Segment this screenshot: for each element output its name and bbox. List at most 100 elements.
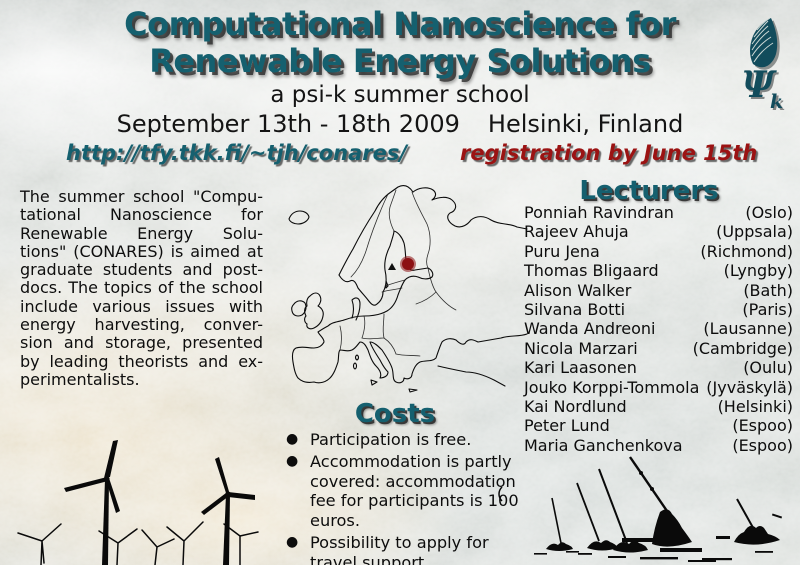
lecturer-row: Alison Walker (Bath) (524, 281, 793, 300)
sicily (370, 379, 378, 386)
lecturer-name: Wanda Andreoni (524, 319, 656, 339)
title-line-1: Computational Nanoscience for (124, 5, 676, 43)
lecturer-row: Thomas Bligaard (Lyngby) (524, 261, 793, 280)
about-line: graduate students and post- (20, 260, 263, 280)
lecturer-name: Peter Lund (524, 416, 610, 436)
about-line: tational Nanoscience for (20, 205, 263, 225)
europe-map (288, 185, 528, 393)
cost-item-text: Accommodation is partly covered: accommo… (310, 451, 519, 531)
lecturer-row: Ponniah Ravindran (Oslo) (524, 203, 793, 222)
lecturer-row: Maria Ganchenkova (Espoo) (524, 436, 793, 455)
lecturer-place: (Paris) (742, 300, 793, 320)
costs-heading: Costs (354, 399, 436, 429)
lecturer-row: Puru Jena (Richmond) (524, 242, 793, 261)
cost-item: ● Possibility to apply for travel support… (284, 533, 524, 565)
lecturer-name: Jouko Korppi-Tommola (524, 377, 700, 397)
about-line: include various issues with (20, 296, 263, 316)
about-line: docs. The topics of the school (20, 278, 263, 298)
lecturer-name: Kai Nordlund (524, 397, 627, 417)
about-line: tions" (CONARES) is aimed at (20, 241, 263, 261)
registration-deadline: registration by June 15th (460, 141, 758, 165)
gotland (385, 280, 389, 289)
lecturer-place: (Bath) (743, 280, 793, 300)
costs-list: ● Participation is free. ● Accommodation i… (284, 430, 524, 565)
cost-item: ● Accommodation is partly covered: accomm… (284, 452, 524, 531)
cost-item: ● Participation is free. (284, 430, 524, 450)
sardinia (352, 362, 358, 370)
lecturer-row: Silvana Botti (Paris) (524, 300, 793, 319)
denmark-outline (351, 297, 361, 321)
svg-text:Ψ: Ψ (742, 64, 778, 106)
lecturer-name: Alison Walker (524, 280, 632, 300)
cost-item-text: Possibility to apply for travel support. (310, 532, 489, 565)
lecturer-row: Nicola Marzari (Cambridge) (524, 339, 793, 358)
psik-logo: Ψ Ψ k k (742, 17, 786, 115)
continental-coast (291, 319, 528, 384)
about-line: energy harvesting, conver- (20, 315, 263, 335)
lecturer-place: (Oslo) (745, 203, 793, 222)
lecturer-row: Rajeev Ahuja (Uppsala) (524, 222, 793, 241)
event-location: Helsinki, Finland (487, 110, 684, 138)
lecturer-place: (Uppsala) (716, 222, 793, 242)
lecturer-name: Maria Ganchenkova (524, 435, 683, 455)
about-line: by leading theorists and ex- (20, 351, 263, 371)
about-paragraph: The summer school "Compu- tational Nanos… (20, 187, 263, 389)
lecturer-place: (Lausanne) (703, 319, 793, 339)
lecturer-name: Silvana Botti (524, 300, 626, 320)
lecturer-row: Wanda Andreoni (Lausanne) (524, 319, 793, 338)
lecturer-row: Peter Lund (Espoo) (524, 416, 793, 435)
bullet-icon: ● (286, 452, 299, 469)
lecturer-row: Kari Laasonen (Oulu) (524, 358, 793, 377)
wind-turbines-silhouette (17, 440, 259, 565)
lecturer-name: Rajeev Ahuja (524, 222, 629, 242)
subtitle: a psi-k summer school (270, 82, 530, 108)
lecturer-place: (Cambridge) (692, 338, 793, 358)
page-title: Computational Nanoscience for Renewable … (0, 6, 800, 80)
lecturer-place: (Helsinki) (717, 397, 793, 417)
date-location-line: September 13th - 18th 2009 Helsinki, Finl… (0, 110, 800, 138)
title-line-2: Renewable Energy Solutions (149, 42, 651, 80)
kayakers-silhouette (498, 456, 783, 562)
lecturer-place: (Jyväskylä) (706, 377, 793, 397)
svg-text:k: k (772, 93, 785, 115)
britain-outline (304, 292, 324, 330)
lecturer-name: Puru Jena (524, 241, 600, 261)
about-line: perimentalists. (20, 369, 140, 389)
ireland-outline (291, 300, 307, 317)
country-borders (339, 189, 457, 357)
about-line: sion and storage, presented (20, 333, 263, 353)
event-dates: September 13th - 18th 2009 (116, 110, 460, 138)
lecturers-heading: Lecturers (579, 176, 719, 206)
lecturer-place: (Oulu) (743, 358, 793, 378)
cost-item-text: Participation is free. (310, 430, 472, 449)
feather-icon (750, 17, 780, 70)
baltic-coast (338, 230, 434, 321)
lecturer-place: (Richmond) (700, 241, 793, 261)
svg-text:Ψ: Ψ (744, 66, 780, 108)
about-line: Renewable Energy Solu- (20, 223, 263, 243)
lecturer-name: Nicola Marzari (524, 338, 638, 358)
event-url: http://tfy.tkk.fi/~tjh/conares/ (66, 141, 408, 165)
iceland-outline (288, 210, 310, 225)
lecturers-list: Ponniah Ravindran (Oslo) Rajeev Ahuja (Upp… (524, 203, 793, 455)
lecturer-row: Jouko Korppi-Tommola (Jyväskylä) (524, 378, 793, 397)
lecturer-row: Kai Nordlund (Helsinki) (524, 397, 793, 416)
lecturer-place: (Lyngby) (723, 261, 793, 281)
lecturer-name: Ponniah Ravindran (524, 203, 674, 222)
crete (408, 388, 418, 393)
lecturer-place: (Espoo) (732, 416, 793, 436)
bullet-icon: ● (286, 431, 299, 447)
psik-letter: Ψ Ψ k k (742, 64, 786, 115)
lecturer-name: Thomas Bligaard (524, 261, 659, 281)
lecturer-name: Kari Laasonen (524, 358, 637, 378)
scandinavia-north-coast (338, 185, 528, 276)
bullet-icon: ● (286, 533, 299, 550)
svg-text:k: k (770, 91, 783, 113)
stockholm-mark (388, 263, 396, 270)
helsinki-marker (388, 256, 416, 272)
about-line: The summer school "Compu- (20, 187, 263, 206)
lecturer-place: (Espoo) (732, 435, 793, 455)
corsica (354, 354, 360, 361)
